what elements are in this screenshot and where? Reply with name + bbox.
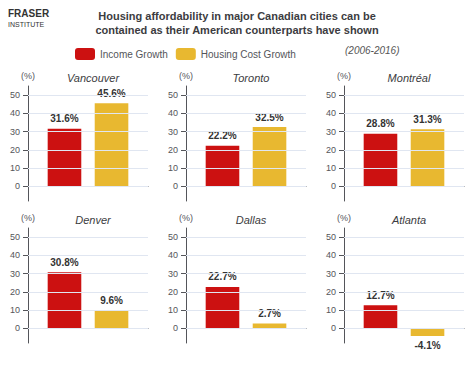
svg-text:10: 10 bbox=[168, 163, 178, 173]
svg-text:10: 10 bbox=[10, 305, 20, 315]
svg-text:20: 20 bbox=[168, 145, 178, 155]
svg-text:50: 50 bbox=[168, 90, 178, 100]
svg-text:30.8%: 30.8% bbox=[50, 257, 78, 268]
svg-text:0: 0 bbox=[331, 323, 336, 333]
svg-text:10: 10 bbox=[326, 163, 336, 173]
svg-text:10: 10 bbox=[10, 163, 20, 173]
svg-text:40: 40 bbox=[10, 250, 20, 260]
svg-text:30: 30 bbox=[168, 127, 178, 137]
svg-text:30: 30 bbox=[10, 127, 20, 137]
svg-text:20: 20 bbox=[326, 287, 336, 297]
svg-text:50: 50 bbox=[168, 232, 178, 242]
svg-text:40: 40 bbox=[326, 250, 336, 260]
svg-text:10: 10 bbox=[326, 305, 336, 315]
svg-text:9.6%: 9.6% bbox=[100, 295, 123, 306]
svg-text:22.2%: 22.2% bbox=[208, 130, 236, 141]
svg-text:50: 50 bbox=[326, 232, 336, 242]
svg-text:Toronto: Toronto bbox=[233, 72, 270, 84]
svg-text:-4.1%: -4.1% bbox=[414, 340, 440, 351]
svg-text:12.7%: 12.7% bbox=[366, 290, 394, 301]
svg-text:(%): (%) bbox=[179, 213, 193, 223]
svg-text:(%): (%) bbox=[21, 213, 35, 223]
svg-text:0: 0 bbox=[15, 323, 20, 333]
svg-text:Housing affordability in major: Housing affordability in major Canadian … bbox=[98, 10, 376, 22]
svg-text:40: 40 bbox=[10, 108, 20, 118]
svg-text:0: 0 bbox=[331, 181, 336, 191]
svg-text:0: 0 bbox=[15, 181, 20, 191]
svg-text:INSTITUTE: INSTITUTE bbox=[8, 21, 44, 28]
svg-text:(%): (%) bbox=[337, 213, 351, 223]
svg-text:32.5%: 32.5% bbox=[255, 111, 284, 123]
svg-text:31.6%: 31.6% bbox=[50, 113, 78, 124]
svg-text:30: 30 bbox=[168, 269, 178, 279]
svg-text:10: 10 bbox=[168, 305, 178, 315]
svg-text:40: 40 bbox=[168, 108, 178, 118]
svg-text:(2006-2016): (2006-2016) bbox=[345, 45, 399, 56]
svg-text:30: 30 bbox=[326, 127, 336, 137]
svg-text:30: 30 bbox=[10, 269, 20, 279]
svg-text:40: 40 bbox=[168, 250, 178, 260]
svg-text:Housing Cost Growth: Housing Cost Growth bbox=[201, 49, 296, 60]
svg-text:(%): (%) bbox=[179, 71, 193, 81]
svg-text:20: 20 bbox=[10, 287, 20, 297]
svg-text:contained as their American co: contained as their American counterparts… bbox=[95, 24, 379, 36]
svg-text:20: 20 bbox=[326, 145, 336, 155]
svg-text:20: 20 bbox=[10, 145, 20, 155]
svg-text:0: 0 bbox=[173, 181, 178, 191]
svg-text:28.8%: 28.8% bbox=[366, 118, 394, 129]
svg-text:Income Growth: Income Growth bbox=[100, 49, 168, 60]
svg-text:Denver: Denver bbox=[75, 214, 112, 226]
svg-text:22.7%: 22.7% bbox=[208, 271, 237, 283]
svg-text:40: 40 bbox=[326, 108, 336, 118]
svg-text:(%): (%) bbox=[21, 71, 35, 81]
svg-text:20: 20 bbox=[168, 287, 178, 297]
svg-text:Vancouver: Vancouver bbox=[67, 72, 121, 84]
svg-text:Atlanta: Atlanta bbox=[391, 214, 426, 226]
svg-text:31.3%: 31.3% bbox=[413, 114, 441, 125]
svg-text:30: 30 bbox=[326, 269, 336, 279]
svg-text:45.6%: 45.6% bbox=[97, 88, 125, 99]
svg-text:50: 50 bbox=[326, 90, 336, 100]
svg-text:0: 0 bbox=[173, 323, 178, 333]
svg-text:(%): (%) bbox=[337, 71, 351, 81]
svg-text:Dallas: Dallas bbox=[236, 214, 267, 226]
svg-text:FRASER: FRASER bbox=[8, 8, 50, 19]
svg-text:50: 50 bbox=[10, 232, 20, 242]
svg-text:2.7%: 2.7% bbox=[258, 308, 281, 319]
svg-text:50: 50 bbox=[10, 90, 20, 100]
svg-text:Montréal: Montréal bbox=[388, 72, 431, 84]
